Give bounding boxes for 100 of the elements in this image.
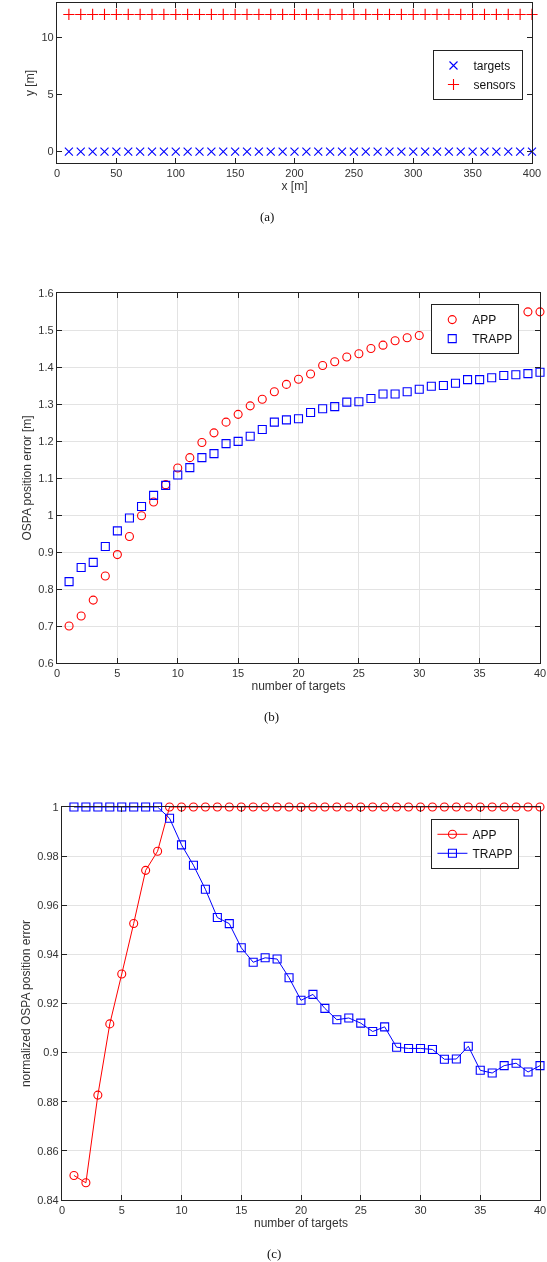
point	[112, 550, 122, 560]
y-tick-label: 5	[47, 88, 54, 101]
point	[248, 957, 258, 967]
point	[523, 307, 533, 317]
y-tick-label: 0.84	[37, 1193, 59, 1206]
point	[269, 417, 279, 427]
point	[245, 431, 255, 441]
point	[390, 389, 400, 399]
point	[281, 379, 291, 389]
point	[81, 1178, 91, 1188]
point	[284, 802, 294, 812]
point	[124, 513, 134, 523]
point	[209, 428, 219, 438]
text: (a)	[260, 209, 275, 224]
point	[415, 1043, 426, 1053]
point	[293, 374, 304, 384]
point	[392, 1042, 402, 1052]
legend-label: APP	[472, 827, 497, 842]
point	[463, 802, 473, 812]
point	[342, 397, 352, 407]
y-axis-title: y [m]	[22, 70, 37, 96]
y-tick-label: 10	[41, 31, 54, 44]
point	[523, 1067, 533, 1077]
y-axis-title: normalized OSPA position error	[18, 919, 33, 1088]
point	[221, 439, 231, 449]
point	[368, 802, 378, 812]
point	[318, 404, 328, 414]
point	[318, 360, 328, 371]
y-tick-label: 1.2	[38, 434, 54, 447]
x-tick-label: 15	[235, 1204, 248, 1217]
x-tick-label: 20	[294, 1204, 308, 1217]
x-tick-label: 100	[166, 167, 185, 180]
point	[236, 943, 246, 953]
point	[105, 802, 115, 812]
point	[173, 470, 183, 480]
point	[76, 562, 86, 573]
point	[511, 802, 521, 812]
point	[415, 802, 426, 812]
point	[342, 352, 352, 362]
x-tick-label: 300	[404, 167, 423, 180]
x-tick-label: 5	[118, 1204, 125, 1217]
point	[308, 989, 318, 999]
point	[209, 449, 219, 459]
x-tick-label: 30	[413, 667, 426, 680]
y-tick-label: 0.96	[37, 899, 59, 912]
y-tick-label: 0.98	[37, 849, 59, 862]
point	[124, 531, 134, 542]
point	[392, 802, 402, 812]
point	[260, 802, 270, 812]
x-tick-label: 350	[463, 167, 482, 180]
text: (b)	[264, 709, 280, 724]
point	[272, 802, 282, 812]
point	[64, 621, 74, 631]
point	[354, 349, 364, 359]
point	[257, 424, 267, 435]
point	[221, 417, 231, 427]
point	[88, 557, 98, 567]
point	[306, 369, 316, 379]
point	[136, 511, 147, 521]
y-tick-label: 0.88	[37, 1095, 59, 1108]
x-tick-label: 200	[285, 167, 304, 180]
y-tick-label: 1.4	[38, 360, 54, 373]
y-tick-label: 1.3	[38, 397, 54, 410]
point	[475, 802, 485, 812]
point	[366, 343, 376, 354]
point	[117, 802, 127, 812]
point	[366, 393, 376, 403]
point	[344, 802, 354, 812]
point	[535, 307, 545, 317]
point	[378, 340, 388, 350]
x-tick-label: 5	[114, 667, 121, 680]
point	[523, 802, 533, 812]
point	[69, 802, 79, 812]
y-tick-label: 0.94	[37, 948, 59, 961]
point	[402, 333, 412, 343]
point	[272, 954, 282, 964]
y-tick-label: 0.9	[43, 1046, 59, 1059]
point	[511, 1058, 521, 1068]
point	[439, 1054, 449, 1064]
point	[269, 387, 279, 397]
y-tick-label: 0.92	[37, 997, 59, 1010]
point	[308, 802, 318, 812]
point	[100, 571, 110, 581]
point	[245, 401, 255, 411]
point	[248, 802, 258, 812]
x-axis-title: number of targets	[253, 1216, 349, 1231]
point	[257, 394, 267, 404]
point	[76, 611, 86, 621]
x-tick-label: 40	[533, 667, 547, 680]
point	[236, 802, 246, 812]
point	[320, 1003, 330, 1013]
point	[233, 409, 243, 419]
point	[117, 969, 127, 979]
point	[149, 497, 159, 507]
point	[69, 1170, 79, 1180]
point	[284, 973, 294, 983]
point	[535, 367, 545, 377]
x-axis-title: x [m]	[281, 179, 308, 194]
point	[380, 802, 390, 812]
point	[535, 1061, 545, 1071]
